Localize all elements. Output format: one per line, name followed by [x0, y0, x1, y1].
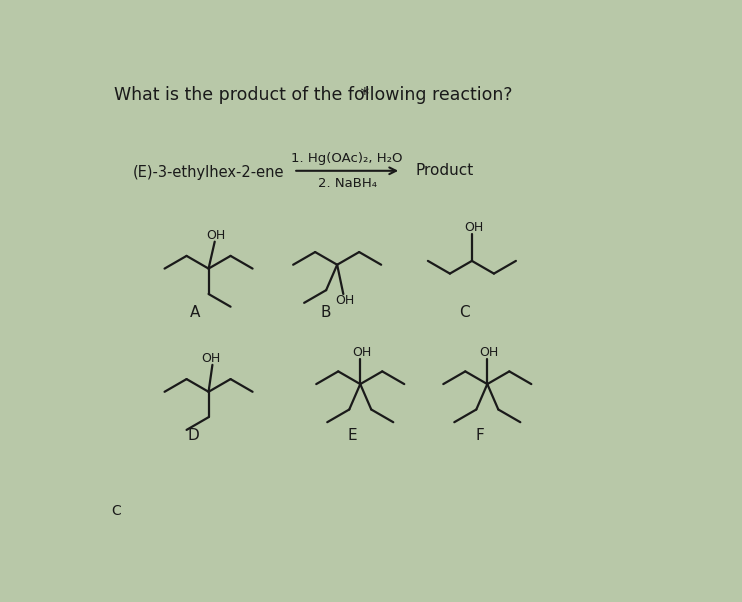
Text: C: C: [111, 504, 121, 518]
Text: OH: OH: [479, 346, 499, 359]
Text: Product: Product: [416, 163, 474, 178]
Text: OH: OH: [352, 346, 372, 359]
Text: OH: OH: [464, 222, 483, 234]
Text: OH: OH: [335, 294, 355, 306]
Text: *: *: [355, 86, 369, 104]
Text: F: F: [475, 428, 484, 443]
Text: D: D: [187, 428, 199, 443]
Text: C: C: [459, 305, 470, 320]
Text: B: B: [321, 305, 331, 320]
Text: 2. NaBH₄: 2. NaBH₄: [318, 178, 377, 190]
Text: OH: OH: [201, 352, 220, 365]
Text: A: A: [189, 305, 200, 320]
Text: (E)-3-ethylhex-2-ene: (E)-3-ethylhex-2-ene: [133, 165, 284, 180]
Text: 1. Hg(OAc)₂, H₂O: 1. Hg(OAc)₂, H₂O: [292, 152, 403, 165]
Text: E: E: [348, 428, 358, 443]
Text: What is the product of the following reaction?: What is the product of the following rea…: [114, 86, 513, 104]
Text: OH: OH: [206, 229, 226, 242]
